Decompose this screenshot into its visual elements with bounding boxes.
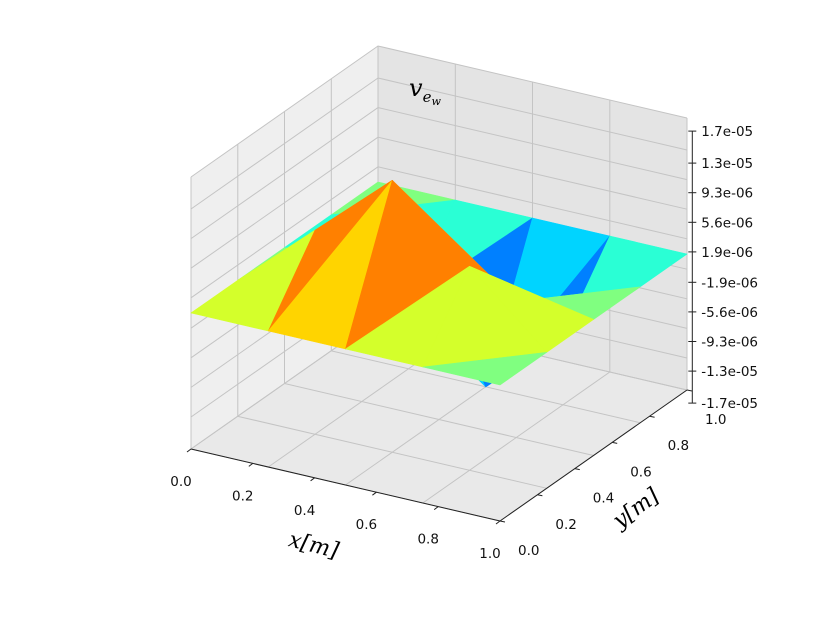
y-tick-mark <box>574 468 580 471</box>
x-tick-mark <box>433 506 439 511</box>
y-tick-mark <box>649 415 655 418</box>
z-gridline <box>190 136 688 269</box>
z-gridline <box>190 107 688 240</box>
y-tick-mark <box>686 389 693 392</box>
x-tick-label: 0.4 <box>294 503 315 519</box>
y-tick-label: 0.0 <box>518 543 539 559</box>
z-tick-label: -1.3e-05 <box>701 364 758 380</box>
chart-title: vew <box>409 74 441 108</box>
z-tick-label: 5.6e-06 <box>701 215 753 231</box>
z-tick-label: -5.6e-06 <box>701 305 758 321</box>
x-tick-mark <box>310 477 315 482</box>
x-tick-mark <box>372 491 377 496</box>
z-tick-label: -1.9e-06 <box>701 275 758 291</box>
x-tick-label: 0.8 <box>417 532 438 548</box>
y-tick-mark <box>612 441 618 444</box>
x-axis-line <box>190 448 501 522</box>
z-tick-label: 1.3e-05 <box>701 156 753 172</box>
x-tick-label: 0.6 <box>356 517 377 533</box>
z-tick-label: 1.9e-06 <box>701 245 753 261</box>
y-axis-line <box>499 389 688 522</box>
x-tick-label: 0.0 <box>170 474 191 490</box>
surface-facet <box>422 351 548 386</box>
x-tick-label: 0.2 <box>232 488 253 504</box>
y-tick-label: 0.4 <box>593 491 614 507</box>
x-tick-label: 1.0 <box>479 546 500 562</box>
x-tick-mark <box>495 520 501 525</box>
y-tick-label: 0.2 <box>555 517 576 533</box>
axis-lines <box>190 131 693 522</box>
surface-mesh <box>190 180 688 388</box>
z-tick-label: -9.3e-06 <box>701 335 758 351</box>
x-tick-mark <box>248 462 254 467</box>
z-gridline <box>190 45 688 178</box>
z-tick-label: -1.7e-05 <box>701 396 758 412</box>
z-gridline <box>190 77 688 210</box>
y-tick-label: 0.8 <box>668 438 689 454</box>
y-tick-label: 1.0 <box>705 412 726 428</box>
z-tick-label: 1.7e-05 <box>701 124 753 140</box>
y-tick-mark <box>537 494 543 497</box>
x-axis-label: x[m] <box>286 527 341 564</box>
z-tick-label: 9.3e-06 <box>701 186 753 202</box>
tick-labels: 0.00.20.40.60.81.0 0.00.20.40.60.81.0-1.7… <box>170 124 758 562</box>
x-tick-mark <box>186 448 192 453</box>
y-tick-mark <box>499 520 506 523</box>
z-gridline <box>190 166 688 299</box>
y-tick-label: 0.6 <box>630 464 651 480</box>
y-axis-label: y[m] <box>608 484 665 535</box>
